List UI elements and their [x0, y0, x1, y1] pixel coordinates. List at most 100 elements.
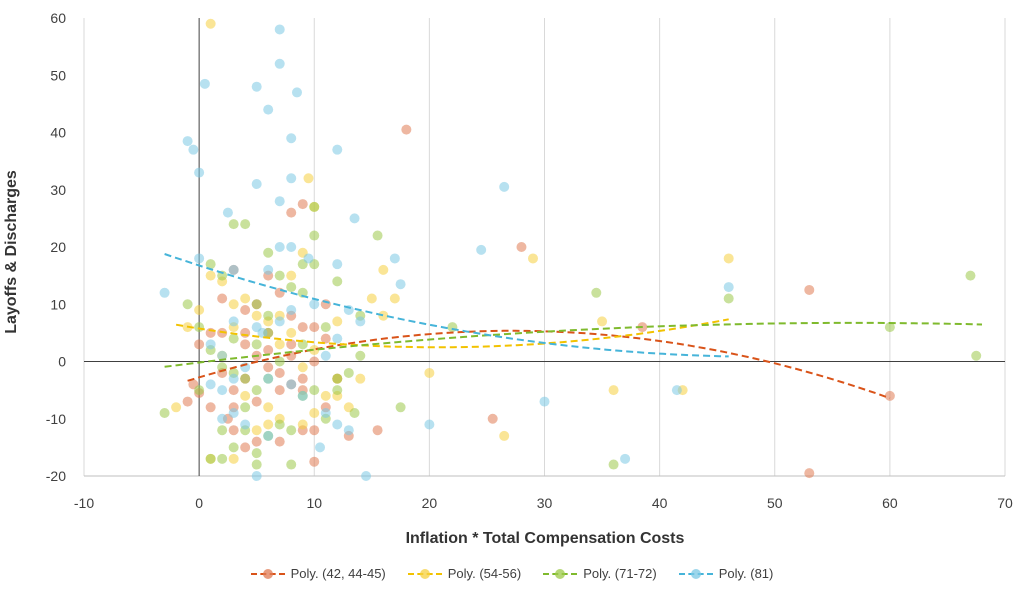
scatter-point — [378, 264, 389, 275]
axes — [84, 18, 1005, 477]
scatter-point — [297, 322, 308, 333]
scatter-point — [320, 333, 331, 344]
tick-labels: -10 0 10 20 30 40 50 60 70 -20 -10 0 10 20 30 40 50 60 — [46, 10, 1013, 511]
scatter-point — [332, 144, 343, 155]
scatter-point — [240, 402, 251, 413]
scatter-point — [378, 310, 389, 321]
scatter-point — [274, 24, 285, 35]
scatter-point — [315, 442, 326, 453]
scatter-point — [332, 333, 343, 344]
scatter-point — [320, 390, 331, 401]
scatter-point — [274, 316, 285, 327]
scatter-point — [240, 373, 251, 384]
scatter-point — [389, 293, 400, 304]
scatter-point — [251, 396, 262, 407]
scatter-point — [349, 213, 360, 224]
scatter-point — [263, 362, 274, 373]
scatter-point — [217, 350, 228, 361]
scatter-point — [240, 219, 251, 230]
scatter-point — [309, 322, 320, 333]
scatter-point — [194, 167, 205, 178]
scatter-point — [320, 299, 331, 310]
x-axis-title: Inflation * Total Compensation Costs — [406, 530, 685, 547]
scatter-point — [217, 425, 228, 436]
legend-swatch — [407, 568, 442, 580]
scatter-point — [309, 425, 320, 436]
scatter-point — [303, 173, 314, 184]
scatter-point — [274, 58, 285, 69]
scatter-point — [372, 425, 383, 436]
scatter-point — [251, 448, 262, 459]
scatter-point — [309, 230, 320, 241]
scatter-point — [159, 287, 170, 298]
scatter-point — [297, 362, 308, 373]
scatter-point — [274, 196, 285, 207]
scatter-point — [205, 402, 216, 413]
scatter-point — [723, 253, 734, 264]
scatter-point — [349, 408, 360, 419]
scatter-point — [274, 419, 285, 430]
scatter-point — [286, 304, 297, 315]
x-tick-label: -10 — [74, 495, 94, 511]
legend-label: Poly. (42, 44-45) — [290, 566, 386, 581]
scatter-point — [257, 327, 268, 338]
scatter-point — [361, 471, 372, 481]
scatter-point — [286, 270, 297, 281]
scatter-point — [332, 373, 343, 384]
scatter-point — [182, 396, 193, 407]
legend-item: Poly. (81) — [678, 566, 773, 581]
trendlines — [164, 253, 983, 400]
scatter-point — [251, 81, 262, 92]
scatter-point — [251, 459, 262, 470]
scatter-point — [355, 316, 366, 327]
scatter-point — [263, 264, 274, 275]
scatter-point — [608, 385, 619, 396]
scatter-point — [286, 242, 297, 252]
scatter-point — [217, 385, 228, 396]
y-tick-label: -20 — [46, 468, 66, 484]
scatter-point — [159, 408, 170, 419]
scatter-point — [217, 413, 228, 424]
scatter-point — [228, 264, 239, 275]
scatter-point — [194, 304, 205, 315]
scatter-point — [332, 385, 343, 396]
scatter-point — [205, 339, 216, 350]
scatter-point — [291, 87, 302, 98]
scatter-point — [965, 270, 976, 281]
scatter-point — [228, 373, 239, 384]
scatter-point — [309, 201, 320, 212]
x-tick-label: 0 — [195, 495, 203, 511]
scatter-point — [228, 425, 239, 436]
scatter-point — [222, 207, 233, 218]
scatter-point — [228, 408, 239, 419]
scatter-point — [499, 430, 510, 441]
scatter-point — [286, 133, 297, 144]
scatter-point — [971, 350, 982, 361]
scatter-point — [286, 282, 297, 293]
scatter-point — [171, 402, 182, 413]
scatter-point — [297, 287, 308, 298]
scatter-point — [228, 453, 239, 464]
scatter-point — [286, 379, 297, 390]
scatter-point — [251, 425, 262, 436]
scatter-point — [527, 253, 538, 264]
x-tick-label: 50 — [767, 495, 783, 511]
scatter-point — [608, 459, 619, 470]
scatter-point — [240, 327, 251, 338]
scatter-point — [804, 468, 815, 479]
scatter-point — [251, 436, 262, 447]
scatter-point — [343, 425, 354, 436]
scatter-point — [424, 367, 435, 378]
scatter-point — [620, 453, 631, 464]
scatter-point — [263, 419, 274, 430]
y-axis-title: Layoffs & Discharges — [3, 170, 20, 334]
scatter-point — [263, 430, 274, 441]
scatter-point — [274, 367, 285, 378]
scatter-point — [228, 333, 239, 344]
scatter-point — [274, 385, 285, 396]
y-tick-label: 10 — [50, 296, 66, 312]
scatter-point — [199, 78, 210, 89]
legend-item: Poly. (71-72) — [543, 566, 657, 581]
scatter-point — [424, 419, 435, 430]
